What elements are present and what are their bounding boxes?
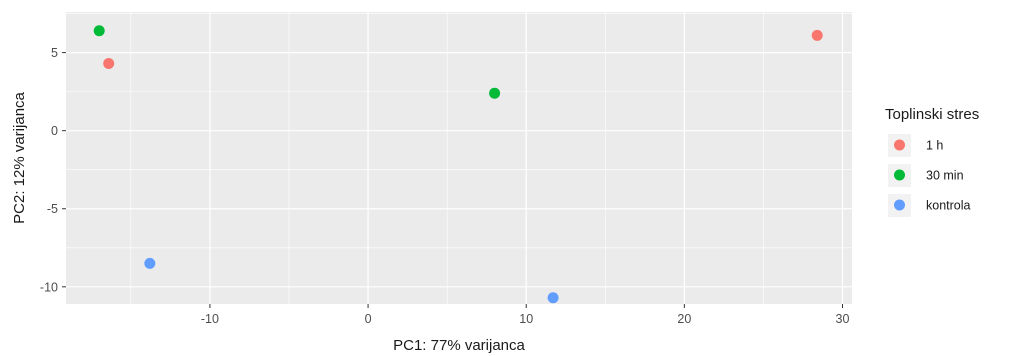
legend-label: 30 min [926,169,964,183]
data-point [811,29,823,41]
legend-label: 1 h [926,139,943,153]
x-axis-ticks: -10 0 10 20 30 [201,304,850,326]
y-tick-label: 5 [51,46,58,60]
legend-key-marker [894,169,905,181]
legend-title: Toplinski stres [885,106,979,123]
plot-panel [66,12,852,304]
legend: Toplinski stres 1 h 30 min kontrola [885,106,979,217]
data-point [103,58,115,70]
data-points [93,25,823,304]
legend-keys: 1 h 30 min kontrola [888,134,971,217]
y-axis-ticks: 5 0 -5 -10 [40,46,66,294]
x-tick-label: 10 [519,312,533,326]
y-axis-title: PC2: 12% varijanca [11,91,28,223]
y-tick-label: -5 [47,202,58,216]
y-tick-label: 0 [51,124,58,138]
data-point [547,292,559,304]
minor-gridlines [66,12,852,304]
legend-key-marker [894,139,905,151]
x-axis-title: PC1: 77% varijanca [393,337,525,354]
x-tick-label: -10 [201,312,219,326]
x-tick-label: 20 [677,312,691,326]
data-point [93,25,105,37]
x-tick-label: 0 [365,312,372,326]
legend-key-marker [894,199,905,211]
data-point [144,257,156,269]
y-tick-label: -10 [40,280,58,294]
major-gridlines [66,12,852,304]
x-tick-label: 30 [836,312,850,326]
data-point [489,87,501,99]
legend-label: kontrola [926,199,971,213]
